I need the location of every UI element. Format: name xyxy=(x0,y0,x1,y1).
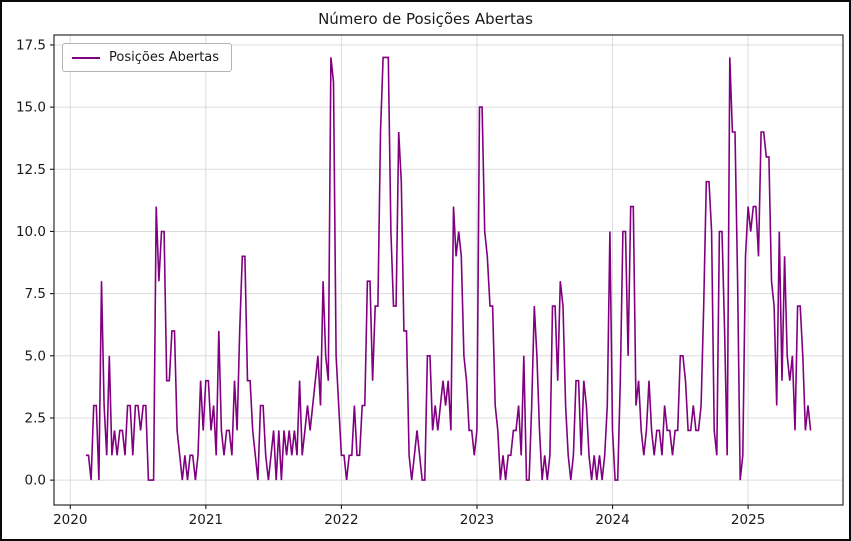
y-tick-label: 17.5 xyxy=(16,37,46,53)
axes-spines xyxy=(53,34,844,506)
chart-title: Número de Posições Abertas xyxy=(318,10,533,28)
y-tick-label: 2.5 xyxy=(25,410,46,426)
y-tick-label: 10.0 xyxy=(16,224,46,240)
y-tick-label: 7.5 xyxy=(25,286,46,302)
legend-line-sample xyxy=(72,56,100,59)
x-tick-label: 2023 xyxy=(460,512,494,528)
y-tick-label: 5.0 xyxy=(25,348,46,364)
y-tick-label: 0.0 xyxy=(25,473,46,489)
legend: Posições Abertas xyxy=(62,43,233,72)
x-tick-label: 2022 xyxy=(324,512,358,528)
x-tick-label: 2024 xyxy=(595,512,629,528)
y-tick-label: 12.5 xyxy=(16,162,46,178)
legend-label: Posições Abertas xyxy=(109,50,220,65)
x-tick-label: 2020 xyxy=(53,512,87,528)
x-tick-label: 2021 xyxy=(189,512,223,528)
x-tick-label: 2025 xyxy=(731,512,765,528)
data-line-posicoes-abertas xyxy=(85,56,812,481)
y-tick-label: 15.0 xyxy=(16,100,46,116)
